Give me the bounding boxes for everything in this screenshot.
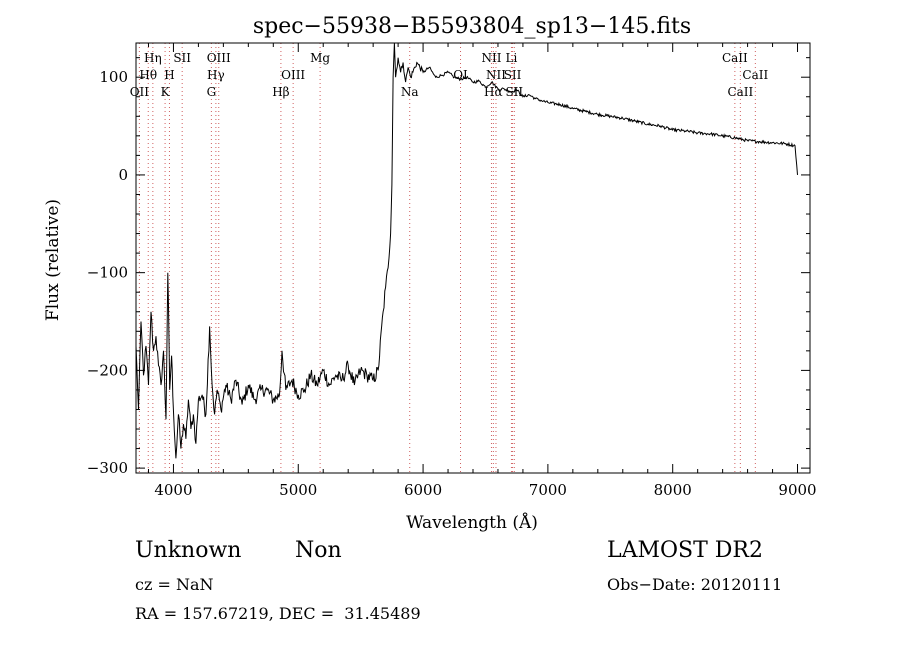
x-tick-label-0: 4000 (154, 481, 192, 499)
survey-name: LAMOST DR2 (607, 538, 763, 563)
plot-frame (135, 42, 811, 474)
line-label-middle-7: CaII (742, 68, 768, 82)
x-tick-label-2: 6000 (404, 481, 442, 499)
line-label-top-3: Mg (310, 51, 330, 65)
y-tick-label-0: −300 (87, 459, 128, 477)
y-axis-label: Flux (relative) (43, 199, 63, 321)
spectrum-line (135, 42, 798, 459)
line-label-middle-4: OI (453, 68, 468, 82)
line-label-top-6: CaII (722, 51, 748, 65)
line-label-top-2: OIII (207, 51, 231, 65)
x-tick-label-3: 7000 (529, 481, 567, 499)
line-label-top-0: Hη (144, 51, 162, 65)
object-subclass: Non (295, 538, 342, 563)
line-label-middle-3: OIII (281, 68, 305, 82)
line-label-bottom-3: Hβ (272, 85, 289, 99)
line-label-middle-1: H (164, 68, 174, 82)
object-class: Unknown (135, 538, 242, 563)
line-label-bottom-7: CaII (727, 85, 753, 99)
x-tick-label-1: 5000 (279, 481, 317, 499)
line-label-bottom-0: OII (130, 85, 150, 99)
line-label-middle-6: SII (504, 68, 522, 82)
line-label-middle-5: NII (486, 68, 506, 82)
x-tick-label-5: 9000 (778, 481, 816, 499)
x-axis-label: Wavelength (Å) (406, 512, 538, 533)
y-tick-label-3: 0 (118, 166, 128, 184)
line-label-top-1: SII (173, 51, 191, 65)
ra-dec-coordinates: RA = 157.67219, DEC = 31.45489 (135, 604, 421, 623)
axis-ticks: 4000 5000 6000 7000 8000 9000 −300 −200 −100 0 100 (87, 43, 817, 499)
observation-date: Obs−Date: 20120111 (607, 575, 783, 594)
line-label-top-5: Li (506, 51, 518, 65)
y-tick-label-2: −100 (87, 264, 128, 282)
y-tick-label-4: 100 (99, 68, 128, 86)
spectral-line-markers (138, 43, 756, 473)
line-label-middle-0: Hθ (139, 68, 157, 82)
line-label-bottom-1: K (161, 85, 171, 99)
redshift-cz: cz = NaN (135, 575, 214, 594)
y-tick-label-1: −200 (87, 361, 128, 379)
line-label-bottom-4: Na (401, 85, 419, 99)
chart-title: spec−55938−B5593804_sp13−145.fits (253, 14, 691, 39)
line-label-bottom-2: G (207, 85, 217, 99)
line-label-top-4: NII (481, 51, 501, 65)
x-tick-label-4: 8000 (654, 481, 692, 499)
line-label-middle-2: Hγ (207, 68, 225, 82)
